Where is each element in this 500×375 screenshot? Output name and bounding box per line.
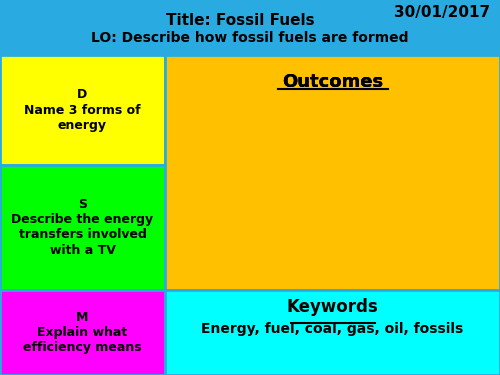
Text: D
Name 3 forms of
energy: D Name 3 forms of energy [24,88,141,132]
Text: Keywords: Keywords [286,298,378,316]
Bar [0,165,165,290]
Text: Title: Fossil Fuels: Title: Fossil Fuels [166,13,314,28]
Text: Outcomes: Outcomes [282,73,383,91]
Text: LO: Describe how fossil fuels are formed: LO: Describe how fossil fuels are formed [91,31,409,45]
Bar [165,55,500,290]
Text: Outcomes: Outcomes [282,73,383,91]
Bar [0,290,165,375]
Text: 30/01/2017: 30/01/2017 [394,5,490,20]
Text: Outcomes: Outcomes [282,73,383,91]
Bar [0,55,165,165]
Text: S
Describe the energy
transfers involved
with a TV: S Describe the energy transfers involved… [12,198,154,256]
Text: Energy, fuel, coal, gas, oil, fossils: Energy, fuel, coal, gas, oil, fossils [202,322,464,336]
Bar [0,0,500,55]
Bar [165,290,500,375]
Text: M
Explain what
efficiency means: M Explain what efficiency means [23,311,142,354]
